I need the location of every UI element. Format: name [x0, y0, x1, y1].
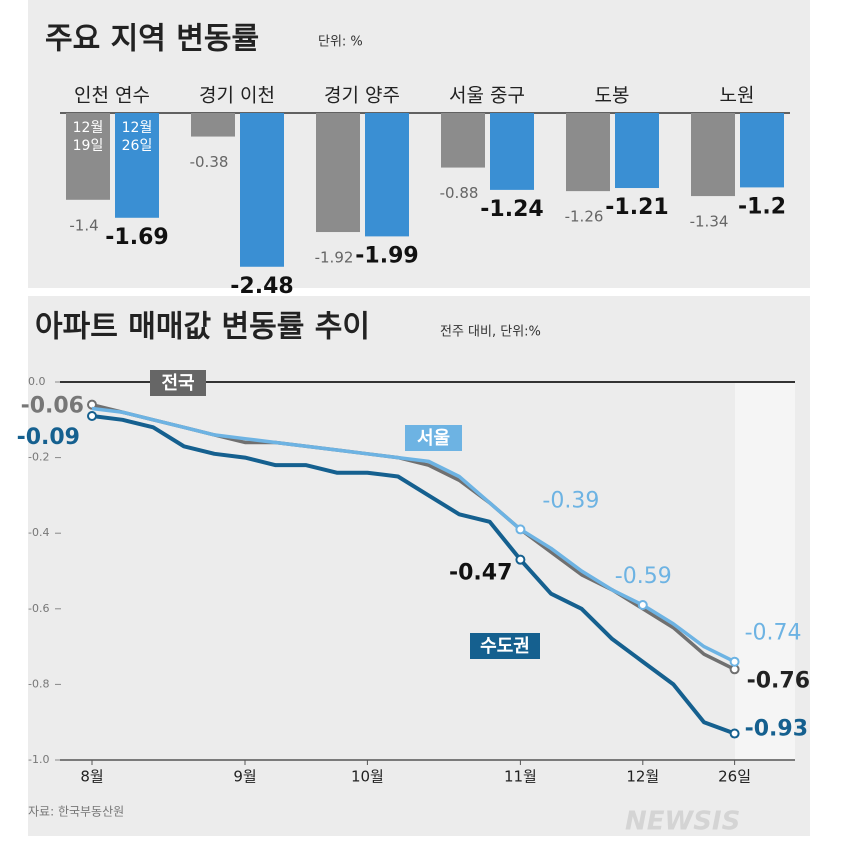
value-label: -0.76 — [747, 668, 810, 693]
value-label: -0.59 — [615, 564, 672, 589]
point-marker — [729, 728, 740, 739]
bar — [240, 113, 284, 267]
chart-title: 주요 지역 변동률 — [45, 22, 259, 57]
value-label: -1.21 — [605, 195, 668, 220]
source: 자료: 한국부동산원 — [28, 805, 124, 819]
bar — [566, 113, 610, 192]
value-label: -0.09 — [17, 425, 80, 450]
x-tick-label: 11월 — [504, 768, 537, 786]
bar — [740, 113, 784, 188]
bar — [66, 113, 110, 200]
legend-label: 전국 — [161, 373, 194, 394]
point-marker — [637, 600, 648, 611]
chart-subtitle: 단위: % — [318, 35, 363, 50]
y-tick-label: -0.2 — [28, 451, 49, 464]
legend-box — [150, 370, 206, 396]
bar — [691, 113, 735, 197]
chart-subtitle: 전주 대비, 단위:% — [440, 325, 541, 340]
recent-band — [735, 382, 795, 760]
category-label: 노원 — [720, 85, 755, 107]
value-label: -1.2 — [738, 194, 786, 219]
x-tick-label: 26일 — [718, 768, 751, 786]
category-label: 도봉 — [595, 85, 630, 107]
bar — [615, 113, 659, 189]
x-tick-label: 8월 — [80, 768, 103, 786]
bar — [115, 113, 159, 218]
chart-title: 아파트 매매값 변동률 추이 — [35, 310, 370, 345]
value-label: -0.93 — [745, 717, 808, 742]
bar — [191, 113, 235, 137]
y-tick-label: 0.0 — [28, 375, 46, 388]
category-label: 경기 양주 — [324, 85, 400, 107]
value-label: -1.69 — [105, 225, 168, 250]
point-marker — [515, 524, 526, 535]
category-label: 인천 연수 — [74, 85, 150, 107]
bar — [365, 113, 409, 237]
value-label: -1.99 — [355, 243, 418, 268]
point-marker — [87, 411, 97, 422]
point-marker — [729, 656, 740, 667]
value-label: -0.88 — [440, 184, 479, 202]
point-marker — [515, 554, 526, 565]
value-label: -0.47 — [449, 561, 512, 586]
bar — [441, 113, 485, 168]
value-label: -1.4 — [69, 216, 98, 234]
line-series — [91, 414, 736, 736]
value-label: -0.38 — [190, 153, 229, 171]
legend-label: 12월 26일 — [121, 120, 153, 154]
x-tick-label: 10월 — [351, 768, 384, 786]
y-tick-label: -0.8 — [28, 677, 49, 690]
bar — [490, 113, 534, 190]
legend-label: 12월 19일 — [72, 120, 104, 154]
y-tick-label: -0.4 — [28, 526, 49, 539]
value-label: -1.34 — [690, 213, 729, 231]
x-tick-label: 12월 — [626, 768, 659, 786]
value-label: -2.48 — [230, 274, 293, 299]
category-label: 서울 중구 — [449, 85, 525, 107]
legend-label: 서울 — [417, 428, 450, 449]
value-label: -1.26 — [565, 208, 604, 226]
value-label: -1.92 — [315, 249, 354, 267]
value-label: -0.06 — [21, 394, 84, 419]
panel-bottom — [28, 296, 810, 836]
y-tick-label: -1.0 — [28, 753, 49, 766]
legend-box — [470, 633, 540, 659]
x-tick-label: 9월 — [233, 768, 256, 786]
y-tick-label: -0.6 — [28, 602, 49, 615]
value-label: -0.74 — [745, 621, 802, 646]
legend-label: 수도권 — [480, 636, 530, 657]
value-label: -0.39 — [542, 488, 599, 513]
category-label: 경기 이천 — [199, 85, 275, 107]
bar — [316, 113, 360, 233]
value-label: -1.24 — [480, 197, 543, 222]
legend-box — [405, 425, 462, 451]
line-series — [91, 406, 736, 664]
watermark: NEWSIS — [625, 807, 740, 837]
